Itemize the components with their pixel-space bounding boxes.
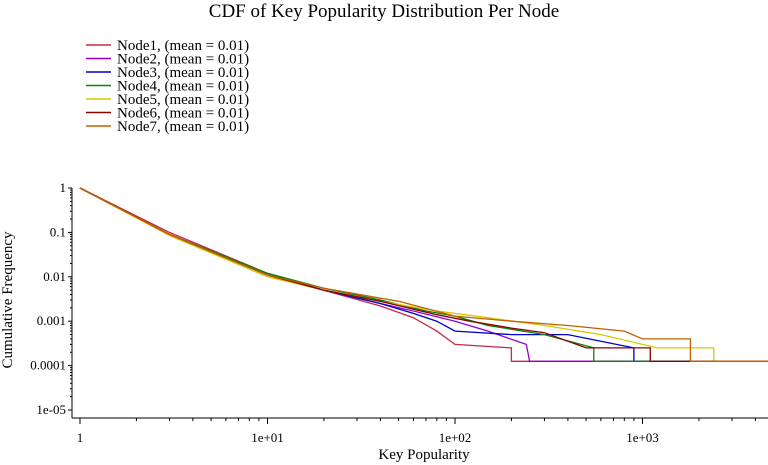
- x-tick-label: 1e+03: [626, 430, 659, 445]
- series-line-node4: [79, 187, 768, 362]
- legend-item: Node2, (mean = 0.01): [86, 52, 249, 68]
- y-tick-label: 0.0001: [30, 358, 66, 373]
- legend-label: Node6, (mean = 0.01): [117, 106, 249, 122]
- legend-label: Node1, (mean = 0.01): [117, 38, 249, 54]
- series-line-node3: [79, 187, 768, 362]
- y-tick-label: 1e-05: [36, 402, 66, 417]
- legend-item: Node4, (mean = 0.01): [86, 79, 249, 95]
- y-axis-label: Cumulative Frequency: [0, 231, 16, 369]
- legend-item: Node7, (mean = 0.01): [86, 119, 249, 135]
- y-tick-label: 0.01: [43, 269, 66, 284]
- tick-marks: 1 0.1 0.01 0.001 0.0001 1e-05 1 1e+01 1e+02 1e+03: [30, 180, 756, 445]
- x-tick-label: 1e+01: [251, 430, 284, 445]
- x-tick-label: 1e+02: [439, 430, 472, 445]
- y-tick-label: 0.1: [50, 224, 66, 239]
- axes: [71, 188, 768, 419]
- legend-label: Node5, (mean = 0.01): [117, 92, 249, 108]
- x-axis-label: Key Popularity: [378, 447, 470, 463]
- series-line-node2: [79, 187, 768, 362]
- legend-label: Node3, (mean = 0.01): [117, 65, 249, 81]
- y-tick-label: 0.001: [37, 313, 66, 328]
- legend-label: Node2, (mean = 0.01): [117, 52, 249, 68]
- legend-item: Node1, (mean = 0.01): [86, 38, 249, 54]
- chart-title: CDF of Key Popularity Distribution Per N…: [209, 1, 559, 22]
- series-line-node1: [79, 187, 768, 362]
- legend-label: Node4, (mean = 0.01): [117, 79, 249, 95]
- legend-item: Node3, (mean = 0.01): [86, 65, 249, 81]
- series-line-node5: [79, 187, 768, 362]
- legend: Node1, (mean = 0.01)Node2, (mean = 0.01)…: [86, 38, 249, 135]
- plot-area: [79, 187, 768, 362]
- series-line-node7: [79, 187, 768, 362]
- x-tick-label: 1: [77, 430, 84, 445]
- series-line-node6: [79, 187, 768, 362]
- legend-item: Node6, (mean = 0.01): [86, 106, 249, 122]
- legend-label: Node7, (mean = 0.01): [117, 119, 249, 135]
- y-tick-label: 1: [60, 180, 67, 195]
- legend-item: Node5, (mean = 0.01): [86, 92, 249, 108]
